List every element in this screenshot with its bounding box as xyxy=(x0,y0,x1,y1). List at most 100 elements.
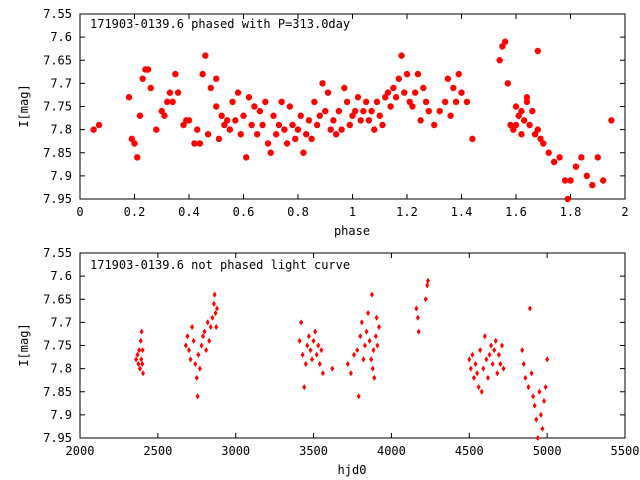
data-point xyxy=(361,356,366,363)
data-point xyxy=(583,172,591,180)
data-point xyxy=(478,347,483,354)
data-point xyxy=(281,126,288,133)
y-tick-label: 7.9 xyxy=(50,408,72,422)
data-point xyxy=(458,89,465,96)
data-point xyxy=(376,112,383,119)
data-point xyxy=(193,361,198,367)
data-point xyxy=(180,121,187,129)
data-point xyxy=(138,337,143,344)
data-point xyxy=(185,333,190,340)
data-point xyxy=(411,89,419,96)
data-point xyxy=(292,135,299,143)
data-point xyxy=(469,135,476,143)
y-tick-label: 7.95 xyxy=(43,192,72,206)
data-point xyxy=(305,117,313,124)
data-point xyxy=(359,319,364,326)
data-point xyxy=(534,47,541,55)
data-point xyxy=(234,89,242,96)
data-points xyxy=(134,277,550,441)
data-point xyxy=(204,347,209,354)
data-point xyxy=(136,361,141,367)
data-point xyxy=(345,361,350,367)
data-point xyxy=(196,351,201,358)
data-point xyxy=(297,112,304,119)
data-point xyxy=(556,154,563,161)
data-point xyxy=(270,112,277,119)
x-tick-label: 0 xyxy=(76,205,83,219)
data-point xyxy=(139,75,146,82)
data-point xyxy=(463,98,471,106)
data-point xyxy=(352,107,359,115)
data-point xyxy=(213,310,218,317)
data-point xyxy=(358,333,363,340)
data-point xyxy=(455,70,462,78)
x-tick-label: 4500 xyxy=(455,444,484,458)
data-point xyxy=(183,342,188,349)
data-point xyxy=(311,98,318,106)
x-tick-label: 3000 xyxy=(221,444,250,458)
data-point xyxy=(468,365,473,372)
data-point xyxy=(512,103,520,110)
data-point xyxy=(187,347,191,354)
data-point xyxy=(317,361,322,367)
data-point xyxy=(375,342,380,349)
data-point xyxy=(444,75,452,82)
data-point xyxy=(529,370,534,377)
data-point xyxy=(316,112,323,119)
data-point xyxy=(447,112,454,119)
data-point xyxy=(374,314,379,321)
x-tick-label: 4000 xyxy=(377,444,406,458)
data-point xyxy=(139,328,144,335)
y-axis-label: I[mag] xyxy=(17,84,31,127)
data-point xyxy=(343,98,351,106)
data-point xyxy=(311,337,316,344)
chart-title: 171903-0139.6 phased with P=313.0day xyxy=(90,17,350,31)
data-point xyxy=(489,342,494,349)
data-point xyxy=(492,347,497,354)
data-point xyxy=(253,131,261,138)
y-tick-label: 7.7 xyxy=(50,315,72,329)
data-point xyxy=(256,107,264,115)
data-point xyxy=(441,98,449,106)
data-point xyxy=(195,393,200,400)
data-point xyxy=(141,370,146,377)
data-point xyxy=(496,57,503,64)
data-point xyxy=(485,374,490,381)
data-point xyxy=(479,388,484,395)
data-point xyxy=(320,370,325,377)
data-point xyxy=(600,177,607,184)
x-tick-label: 2 xyxy=(621,205,628,219)
data-point xyxy=(161,112,168,119)
data-point xyxy=(484,356,489,363)
x-axis-label: phase xyxy=(334,224,370,238)
data-point xyxy=(370,365,375,372)
phased-light-curve-plot: 0 0.2 0.4 0.6 0.8 1 1.2 1.4 1.6 1.8 2 7.55 7.6 7.65 7.… xyxy=(17,7,629,238)
data-point xyxy=(191,337,196,344)
data-point xyxy=(526,121,533,129)
y-tick-label: 7.6 xyxy=(50,30,72,44)
data-point xyxy=(501,365,506,372)
data-point xyxy=(267,149,274,156)
data-point xyxy=(493,337,498,344)
data-point xyxy=(534,416,539,423)
data-point xyxy=(499,43,506,50)
data-point xyxy=(499,342,504,349)
data-point xyxy=(357,117,364,124)
data-point xyxy=(366,310,371,317)
data-point xyxy=(205,319,210,326)
data-point xyxy=(316,342,321,349)
data-point xyxy=(520,117,528,124)
data-point xyxy=(608,117,615,124)
data-point xyxy=(355,347,360,354)
data-point xyxy=(212,291,217,298)
data-point xyxy=(436,107,443,115)
data-point xyxy=(191,140,198,147)
data-point xyxy=(532,402,537,409)
data-point xyxy=(504,80,512,87)
data-point xyxy=(529,107,536,115)
data-point xyxy=(207,337,212,344)
data-point xyxy=(308,135,315,143)
data-point xyxy=(417,117,424,124)
data-point xyxy=(373,98,381,106)
data-point xyxy=(422,98,430,106)
